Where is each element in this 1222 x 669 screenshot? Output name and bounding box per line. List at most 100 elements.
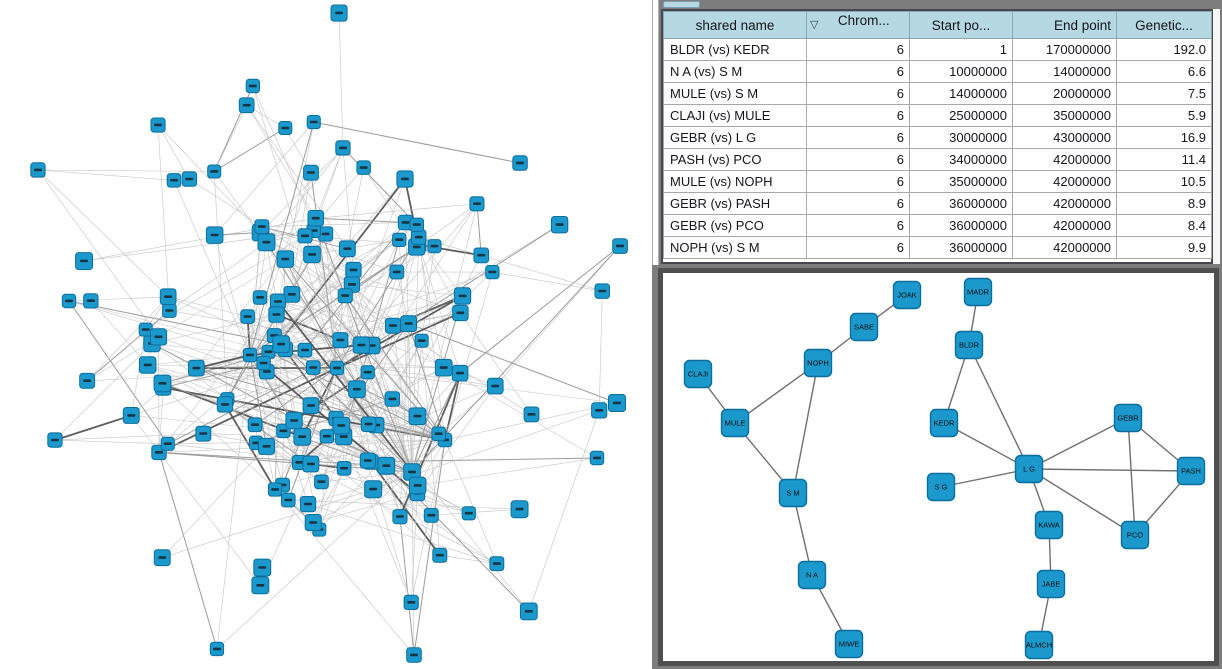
network-node[interactable]: [314, 474, 329, 490]
network-node[interactable]: [594, 283, 610, 299]
network-node[interactable]: [360, 365, 375, 380]
network-node[interactable]: [485, 265, 500, 280]
node-MADR[interactable]: MADR: [963, 277, 993, 307]
network-node[interactable]: [414, 333, 429, 348]
network-node[interactable]: [268, 306, 285, 323]
network-node[interactable]: [319, 429, 335, 444]
network-node[interactable]: [30, 162, 46, 178]
network-node[interactable]: [409, 217, 425, 233]
node-JABE[interactable]: JABE: [1036, 569, 1066, 599]
network-node[interactable]: [280, 492, 296, 508]
network-node[interactable]: [400, 315, 418, 333]
network-node[interactable]: [332, 416, 351, 435]
network-node[interactable]: [385, 317, 402, 334]
node-MULE[interactable]: MULE: [720, 408, 750, 438]
panel-splitter[interactable]: [652, 0, 659, 265]
network-node[interactable]: [356, 160, 371, 175]
network-node[interactable]: [75, 252, 93, 271]
network-node[interactable]: [489, 556, 505, 572]
table-row[interactable]: PASH (vs) PCO 6 34000000 42000000 11.4: [663, 148, 1212, 171]
network-node[interactable]: [240, 309, 255, 324]
network-node[interactable]: [408, 407, 427, 426]
network-node[interactable]: [253, 558, 272, 577]
node-LG[interactable]: L G: [1014, 454, 1044, 484]
network-node[interactable]: [238, 97, 255, 114]
network-node[interactable]: [487, 377, 504, 395]
table-row[interactable]: NOPH (vs) S M 6 36000000 42000000 9.9: [663, 236, 1212, 259]
network-node[interactable]: [283, 286, 301, 303]
column-header-end-point[interactable]: End point: [1012, 11, 1117, 39]
network-node[interactable]: [434, 358, 453, 377]
network-node[interactable]: [452, 304, 469, 322]
node-JOAK[interactable]: JOAK: [892, 280, 922, 310]
network-node[interactable]: [207, 164, 222, 179]
network-node[interactable]: [209, 641, 225, 657]
network-node[interactable]: [61, 293, 77, 309]
horizontal-scrollbar-thumb[interactable]: [663, 1, 700, 8]
table-row[interactable]: GEBR (vs) PASH 6 36000000 42000000 8.9: [663, 192, 1212, 215]
network-node[interactable]: [612, 238, 628, 254]
network-node[interactable]: [304, 514, 322, 532]
node-ALMCH[interactable]: ALMCH: [1024, 630, 1054, 660]
network-node[interactable]: [519, 602, 538, 621]
edge-BLDR-LG[interactable]: [968, 344, 1030, 470]
network-node[interactable]: [408, 476, 427, 495]
table-row[interactable]: GEBR (vs) PCO 6 36000000 42000000 8.4: [663, 214, 1212, 237]
network-node[interactable]: [258, 437, 275, 455]
table-row[interactable]: MULE (vs) NOPH 6 35000000 42000000 10.5: [663, 170, 1212, 193]
network-node[interactable]: [377, 456, 396, 475]
node-PASH[interactable]: PASH: [1176, 456, 1206, 486]
vertical-scrollbar-track[interactable]: [1213, 9, 1220, 264]
network-node[interactable]: [251, 576, 270, 595]
network-node[interactable]: [166, 173, 182, 188]
network-node[interactable]: [608, 394, 626, 412]
node-BLDR[interactable]: BLDR: [954, 330, 984, 360]
network-node[interactable]: [403, 594, 419, 610]
node-CLAJI[interactable]: CLAJI: [683, 359, 713, 389]
network-node[interactable]: [330, 4, 348, 22]
network-node[interactable]: [285, 411, 303, 430]
node-PCO[interactable]: PCO: [1120, 520, 1150, 550]
network-node[interactable]: [423, 507, 439, 523]
network-node[interactable]: [591, 402, 608, 419]
network-node[interactable]: [254, 219, 270, 235]
network-node[interactable]: [510, 500, 529, 519]
filter-icon[interactable]: ▽: [810, 18, 819, 31]
node-NA[interactable]: N A: [797, 560, 827, 590]
network-node[interactable]: [473, 247, 490, 264]
edge-GEBR-PCO[interactable]: [1127, 417, 1136, 536]
network-node[interactable]: [252, 290, 268, 305]
edge-NOPH-SM[interactable]: [792, 362, 819, 494]
network-node[interactable]: [159, 288, 177, 306]
column-header-shared-name[interactable]: shared name: [663, 11, 807, 39]
network-node[interactable]: [257, 233, 276, 252]
network-node[interactable]: [451, 364, 469, 382]
network-node[interactable]: [335, 140, 351, 156]
network-node[interactable]: [389, 264, 405, 280]
network-node[interactable]: [332, 332, 349, 349]
network-node[interactable]: [272, 335, 291, 354]
network-node[interactable]: [242, 347, 258, 363]
network-node[interactable]: [406, 647, 422, 663]
column-header-chromosome[interactable]: ▽ Chrom...: [806, 11, 910, 39]
table-row[interactable]: GEBR (vs) L G 6 30000000 43000000 16.9: [663, 126, 1212, 149]
network-node[interactable]: [392, 509, 408, 525]
network-node[interactable]: [410, 229, 427, 245]
network-node[interactable]: [318, 226, 334, 242]
network-node[interactable]: [303, 164, 319, 181]
network-node[interactable]: [261, 344, 276, 359]
edge-LG-PCO[interactable]: [1028, 468, 1136, 536]
network-node[interactable]: [337, 288, 353, 304]
network-node[interactable]: [195, 425, 212, 442]
network-node[interactable]: [297, 342, 313, 358]
network-node[interactable]: [278, 121, 293, 135]
network-node[interactable]: [79, 372, 96, 389]
network-node[interactable]: [338, 240, 356, 258]
network-node[interactable]: [188, 359, 205, 377]
network-node[interactable]: [427, 239, 442, 254]
table-row[interactable]: MULE (vs) S M 6 14000000 20000000 7.5: [663, 82, 1212, 105]
network-node[interactable]: [550, 216, 569, 234]
network-node[interactable]: [303, 245, 321, 264]
network-node[interactable]: [589, 450, 605, 466]
table-row[interactable]: CLAJI (vs) MULE 6 25000000 35000000 5.9: [663, 104, 1212, 127]
